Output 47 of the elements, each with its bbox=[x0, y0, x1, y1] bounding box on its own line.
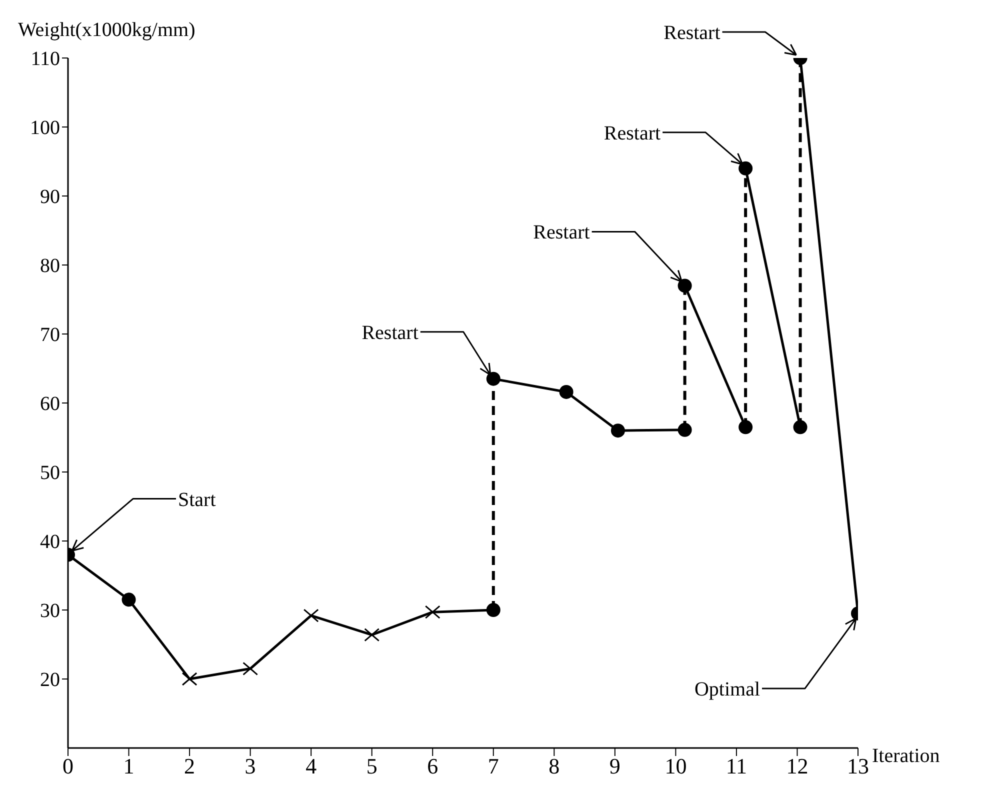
x-tick-label: 0 bbox=[62, 754, 74, 779]
x-tick-label: 5 bbox=[366, 754, 378, 779]
x-tick-label: 10 bbox=[664, 754, 687, 779]
point bbox=[678, 422, 692, 437]
x-tick-label: 1 bbox=[123, 754, 134, 779]
point bbox=[738, 420, 753, 434]
y-tick-label: 100 bbox=[30, 117, 60, 140]
point bbox=[738, 161, 753, 176]
point bbox=[610, 424, 625, 438]
y-tick-label: 60 bbox=[40, 393, 60, 416]
y-tick-label: 70 bbox=[40, 324, 60, 346]
point bbox=[122, 592, 136, 607]
point bbox=[486, 603, 500, 617]
annotation: Restart bbox=[533, 222, 590, 244]
x-tick-label: 12 bbox=[786, 754, 808, 779]
point bbox=[242, 662, 258, 676]
point bbox=[486, 372, 500, 386]
y-tick-label: 50 bbox=[40, 462, 60, 484]
y-tick-label: 90 bbox=[40, 186, 60, 208]
y-axis-title: Weight(x1000kg/mm) bbox=[18, 19, 196, 41]
x-tick-label: 7 bbox=[488, 754, 499, 779]
y-tick-label: 20 bbox=[40, 669, 60, 692]
y-tick-label: 40 bbox=[40, 531, 60, 554]
y-tick-label: 30 bbox=[40, 600, 60, 622]
x-tick-label: 4 bbox=[306, 754, 317, 779]
x-tick-label: 8 bbox=[548, 754, 560, 779]
point bbox=[303, 608, 319, 622]
point bbox=[678, 278, 692, 293]
point bbox=[793, 420, 808, 434]
x-axis-title: Iteration bbox=[872, 745, 940, 767]
y-tick-label: 80 bbox=[40, 255, 60, 278]
annotation: Restart bbox=[664, 22, 721, 44]
annotation: Start bbox=[178, 488, 216, 511]
x-tick-label: 9 bbox=[609, 754, 620, 779]
x-tick-label: 3 bbox=[244, 754, 256, 779]
x-tick-label: 6 bbox=[427, 754, 438, 779]
annotation: Restart bbox=[362, 322, 419, 344]
point bbox=[364, 628, 380, 642]
point bbox=[424, 605, 440, 619]
annotation: Optimal bbox=[694, 678, 760, 700]
x-tick-label: 11 bbox=[726, 754, 748, 779]
x-tick-label: 13 bbox=[847, 754, 869, 779]
point bbox=[182, 672, 198, 686]
point bbox=[559, 384, 574, 399]
y-tick-label: 110 bbox=[30, 48, 60, 70]
x-tick-label: 2 bbox=[184, 754, 196, 779]
annotation: Restart bbox=[604, 122, 662, 144]
